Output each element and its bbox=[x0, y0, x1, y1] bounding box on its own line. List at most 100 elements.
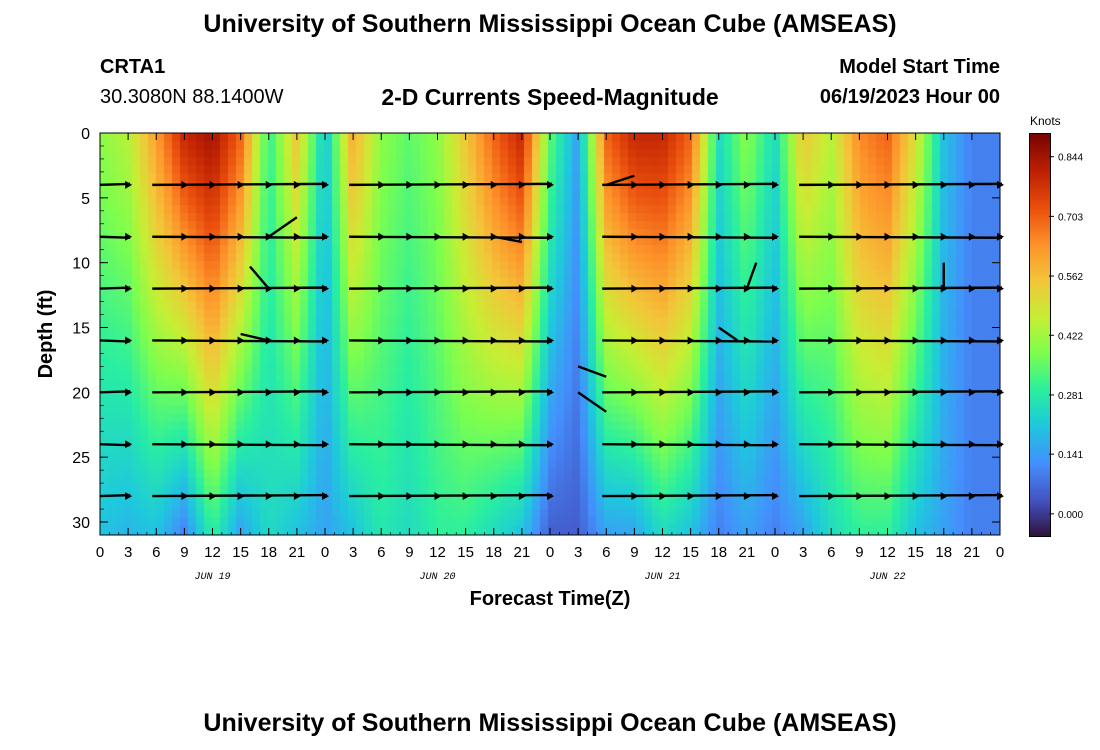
current-vector-arrowhead bbox=[940, 388, 948, 397]
current-vector-arrowhead bbox=[378, 336, 386, 345]
x-tick-label: 6 bbox=[602, 544, 610, 561]
current-vector-arrowhead bbox=[940, 440, 948, 449]
current-vector-arrowhead bbox=[462, 492, 470, 501]
x-tick-label: 12 bbox=[429, 544, 446, 561]
current-vector-arrowhead bbox=[659, 492, 667, 501]
x-tick-label: 9 bbox=[405, 544, 413, 561]
current-vector-arrowhead bbox=[378, 180, 386, 189]
current-vector-arrowhead bbox=[181, 492, 189, 501]
current-vector-arrowhead bbox=[406, 388, 414, 397]
current-vector-line bbox=[99, 390, 131, 394]
current-vector-arrowhead bbox=[125, 388, 133, 397]
current-vector-arrowhead bbox=[125, 492, 133, 501]
colorbar-tick-label: 0.000 bbox=[1058, 510, 1083, 521]
current-vector-arrowhead bbox=[490, 336, 498, 345]
current-vector-arrowhead bbox=[997, 492, 1004, 501]
current-vector-arrowhead bbox=[856, 492, 864, 501]
current-vector-arrowhead bbox=[462, 336, 470, 345]
current-vector-arrowhead bbox=[378, 232, 386, 241]
current-vector-arrowhead bbox=[884, 388, 892, 397]
current-vector-arrowhead bbox=[828, 440, 836, 449]
x-axis-title: Forecast Time(Z) bbox=[470, 588, 631, 610]
current-vector-arrowhead bbox=[856, 440, 864, 449]
x-tick-label: 18 bbox=[485, 544, 502, 561]
current-vector-arrowhead bbox=[772, 336, 779, 345]
current-vector-arrowhead bbox=[940, 336, 948, 345]
x-tick-label: 9 bbox=[630, 544, 638, 561]
x-tick-label: 12 bbox=[879, 544, 896, 561]
current-vector-arrowhead bbox=[406, 180, 414, 189]
current-vector-arrowhead bbox=[406, 440, 414, 449]
current-vector-arrowhead bbox=[490, 284, 498, 293]
current-vector-arrowhead bbox=[125, 284, 133, 293]
current-vector-arrowhead bbox=[884, 284, 892, 293]
x-tick-label: 18 bbox=[710, 544, 727, 561]
current-vector-arrowhead bbox=[659, 440, 667, 449]
current-vector-arrowhead bbox=[659, 180, 667, 189]
colorbar-tick-label: 0.703 bbox=[1058, 212, 1083, 223]
current-vector-arrowhead bbox=[828, 284, 836, 293]
current-vector-arrowhead bbox=[490, 388, 498, 397]
x-tick-label: 21 bbox=[514, 544, 531, 561]
current-vector-arrowhead bbox=[490, 440, 498, 449]
current-vector-arrowhead bbox=[434, 492, 442, 501]
current-vector-arrowhead bbox=[856, 388, 864, 397]
current-vector-arrowhead bbox=[715, 284, 723, 293]
current-vector-arrowhead bbox=[237, 284, 245, 293]
colorbar-tick-label: 0.562 bbox=[1058, 272, 1083, 283]
current-vector-arrowhead bbox=[490, 492, 498, 501]
current-vector-arrowhead bbox=[743, 388, 751, 397]
y-tick-label: 30 bbox=[72, 515, 90, 532]
current-vector-arrowhead bbox=[378, 284, 386, 293]
current-vector-arrowhead bbox=[687, 440, 695, 449]
current-vector-arrowhead bbox=[968, 388, 976, 397]
current-vector-arrowhead bbox=[743, 336, 751, 345]
current-vector-arrowhead bbox=[715, 440, 723, 449]
x-tick-label: 12 bbox=[654, 544, 671, 561]
y-tick-label: 25 bbox=[72, 450, 90, 467]
current-vector-arrowhead bbox=[856, 336, 864, 345]
current-vector-arrowhead bbox=[518, 180, 526, 189]
current-vector-arrowhead bbox=[687, 284, 695, 293]
current-vector-arrowhead bbox=[772, 180, 779, 189]
current-vector-arrowhead bbox=[968, 232, 976, 241]
current-vector-arrowhead bbox=[687, 388, 695, 397]
day-label: JUN 20 bbox=[419, 572, 455, 583]
current-vector-arrowhead bbox=[322, 440, 329, 449]
speed-heatmap bbox=[100, 133, 1000, 535]
current-vector-arrowhead bbox=[772, 284, 779, 293]
x-tick-label: 3 bbox=[124, 544, 132, 561]
current-vector-excursion bbox=[268, 216, 298, 238]
current-vector-arrowhead bbox=[912, 492, 920, 501]
current-vector-arrowhead bbox=[856, 180, 864, 189]
y-tick-label: 10 bbox=[72, 256, 90, 273]
station-id: CRTA1 bbox=[100, 56, 166, 78]
x-tick-label: 0 bbox=[546, 544, 554, 561]
current-vector-arrowhead bbox=[265, 180, 273, 189]
current-vector-arrowhead bbox=[715, 232, 723, 241]
current-vector-arrowhead bbox=[322, 492, 329, 501]
model-start-value: 06/19/2023 Hour 00 bbox=[819, 86, 1000, 108]
current-vector-arrowhead bbox=[322, 232, 329, 241]
current-vector-arrowhead bbox=[518, 336, 526, 345]
x-tick-label: 6 bbox=[377, 544, 385, 561]
current-vector-arrowhead bbox=[547, 440, 554, 449]
current-vector-arrowhead bbox=[293, 492, 301, 501]
colorbar-tick-label: 0.422 bbox=[1058, 331, 1083, 342]
current-vector-arrowhead bbox=[462, 440, 470, 449]
footer-title: University of Southern Mississippi Ocean… bbox=[203, 709, 897, 737]
current-vector-arrowhead bbox=[237, 388, 245, 397]
current-vector-arrowhead bbox=[940, 180, 948, 189]
current-vector-arrowhead bbox=[125, 440, 133, 449]
current-vector-arrowhead bbox=[968, 492, 976, 501]
x-tick-label: 6 bbox=[152, 544, 160, 561]
current-vector-excursion bbox=[493, 235, 523, 244]
current-vector-arrowhead bbox=[125, 180, 133, 189]
current-vector-arrowhead bbox=[968, 284, 976, 293]
current-vector-arrowhead bbox=[772, 232, 779, 241]
y-tick-label: 5 bbox=[81, 191, 90, 208]
current-vector-arrowhead bbox=[547, 388, 554, 397]
current-vector-arrowhead bbox=[434, 336, 442, 345]
current-vector-arrowhead bbox=[828, 180, 836, 189]
x-tick-label: 9 bbox=[180, 544, 188, 561]
